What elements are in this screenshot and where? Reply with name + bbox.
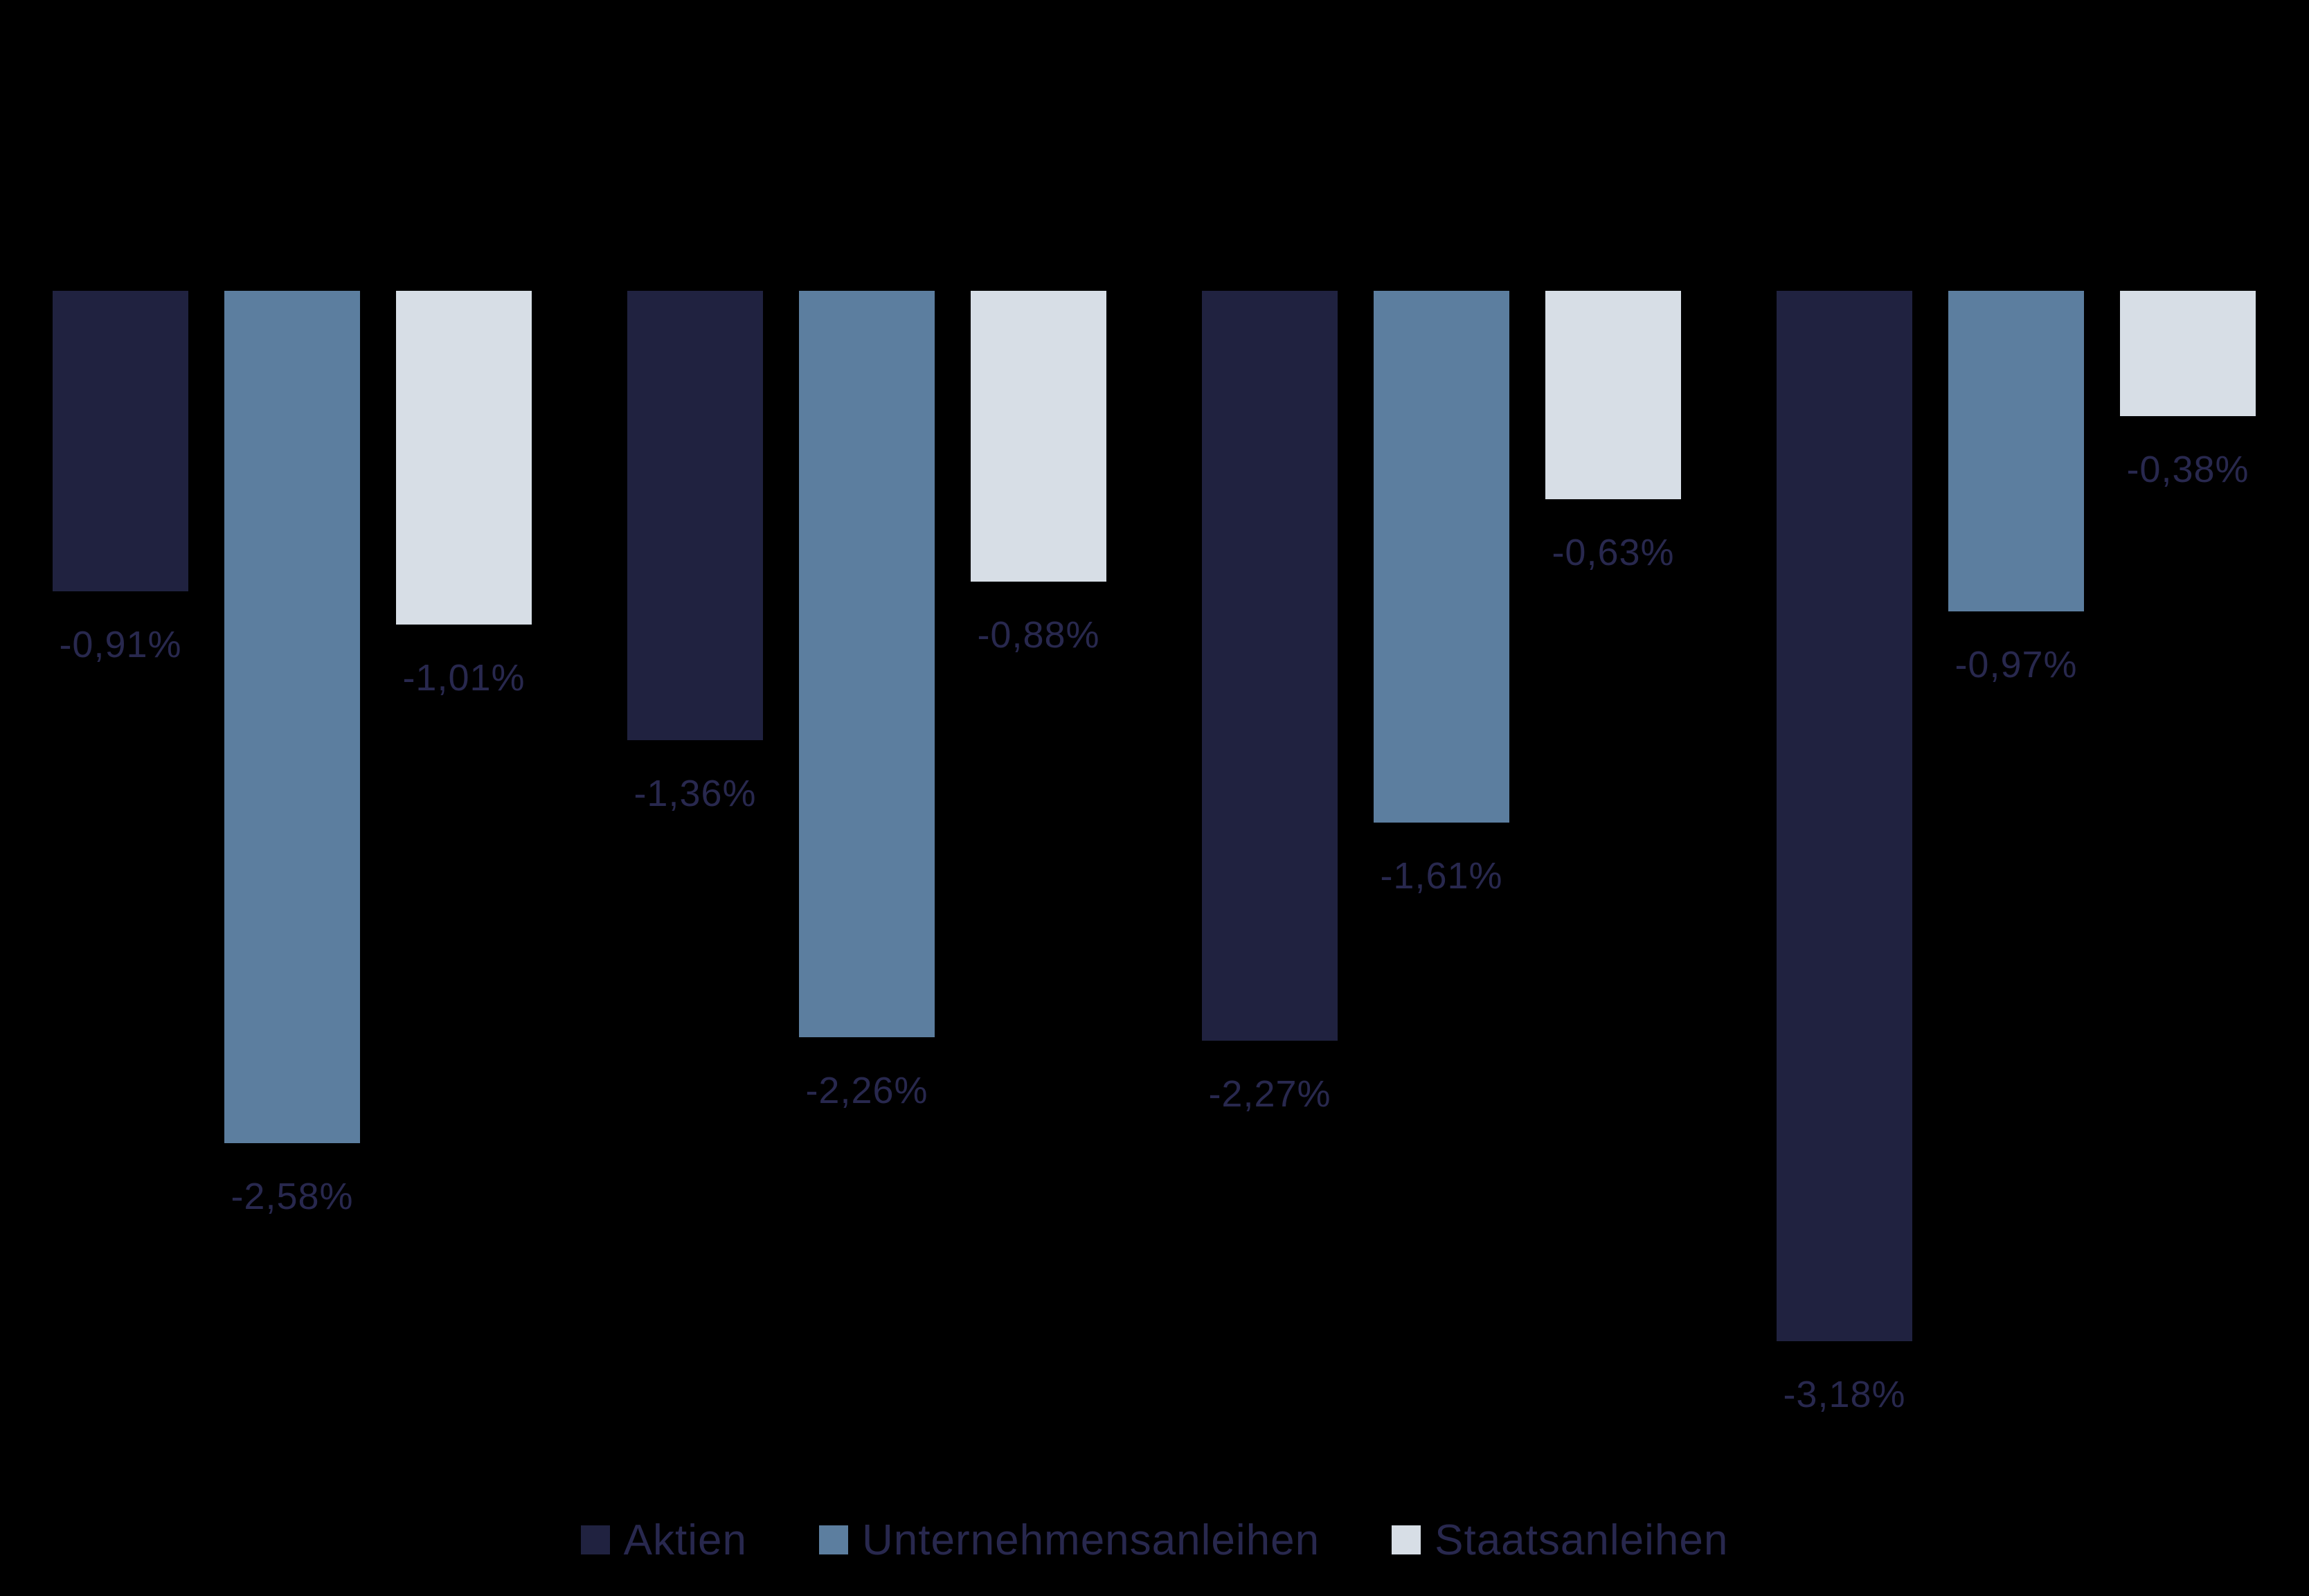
bar-unternehmensanleihen-group2	[799, 291, 935, 1037]
bar-value-label-staatsanleihen-group4: -0,38%	[2126, 449, 2249, 490]
bar-unternehmensanleihen-group1	[224, 291, 360, 1143]
legend-item-aktien: Aktien	[580, 1516, 747, 1565]
bar-value-label-aktien-group4: -3,18%	[1783, 1374, 1906, 1415]
bar-value-label-unternehmensanleihen-group1: -2,58%	[231, 1176, 354, 1217]
bar-value-label-unternehmensanleihen-group3: -1,61%	[1380, 855, 1503, 897]
legend-swatch-aktien	[580, 1525, 610, 1554]
legend: Aktien Unternehmensanleihen Staatsanleihen	[0, 1514, 2309, 1566]
bar-aktien-group2	[627, 291, 763, 740]
bar-aktien-group3	[1202, 291, 1338, 1041]
bar-value-label-unternehmensanleihen-group2: -2,26%	[805, 1070, 928, 1111]
legend-swatch-staatsanleihen	[1392, 1525, 1421, 1554]
bar-staatsanleihen-group2	[971, 291, 1106, 582]
bar-unternehmensanleihen-group3	[1374, 291, 1509, 823]
bar-value-label-staatsanleihen-group2: -0,88%	[977, 614, 1100, 656]
bar-aktien-group1	[53, 291, 188, 591]
bar-value-label-aktien-group2: -1,36%	[634, 773, 757, 814]
legend-swatch-unternehmensanleihen	[819, 1525, 848, 1554]
bar-aktien-group4	[1777, 291, 1912, 1341]
legend-label-aktien: Aktien	[623, 1516, 747, 1564]
bar-staatsanleihen-group1	[396, 291, 532, 625]
bar-unternehmensanleihen-group4	[1948, 291, 2084, 611]
legend-item-unternehmensanleihen: Unternehmensanleihen	[819, 1516, 1320, 1565]
bar-staatsanleihen-group3	[1545, 291, 1681, 499]
bar-value-label-aktien-group1: -0,91%	[59, 624, 182, 665]
bar-value-label-unternehmensanleihen-group4: -0,97%	[1955, 644, 2078, 685]
bar-value-label-aktien-group3: -2,27%	[1208, 1073, 1331, 1115]
bar-value-label-staatsanleihen-group3: -0,63%	[1552, 532, 1675, 573]
bar-staatsanleihen-group4	[2120, 291, 2256, 416]
legend-item-staatsanleihen: Staatsanleihen	[1392, 1516, 1728, 1565]
legend-label-staatsanleihen: Staatsanleihen	[1435, 1516, 1729, 1564]
legend-label-unternehmensanleihen: Unternehmensanleihen	[862, 1516, 1320, 1564]
bar-value-label-staatsanleihen-group1: -1,01%	[402, 657, 525, 699]
